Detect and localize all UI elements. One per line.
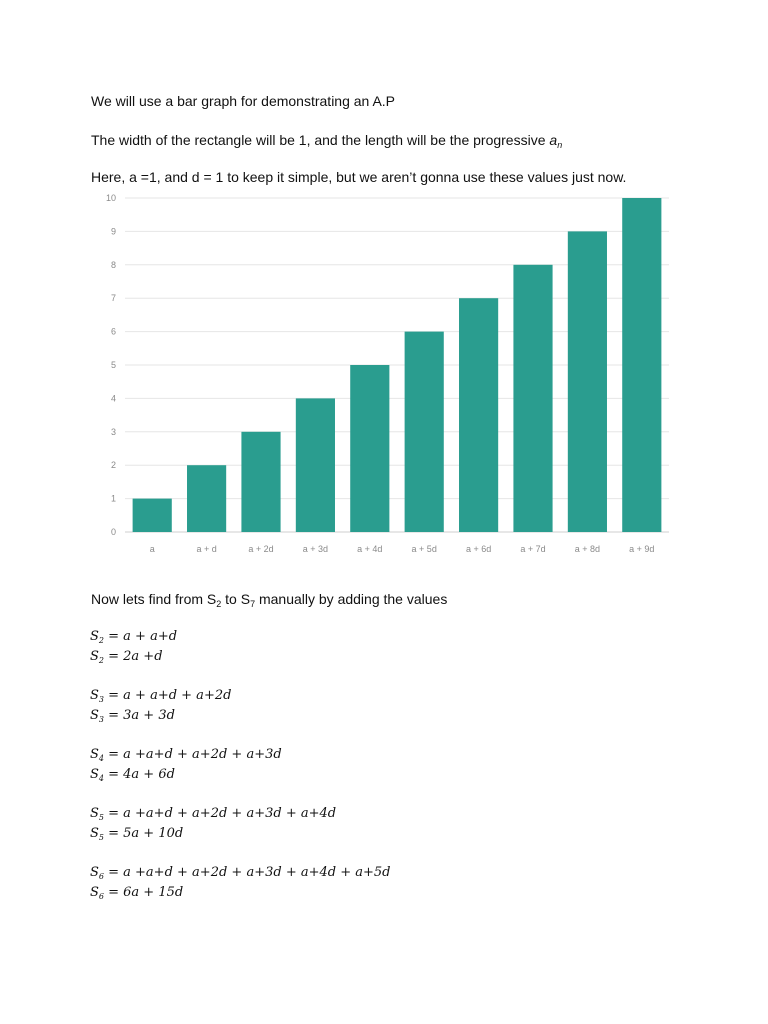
sum-subscript: 5: [98, 833, 104, 842]
equation-line: S3 = a + a+d + a+2d: [90, 686, 231, 710]
equation-line: S4 = 4a + 6d: [90, 765, 175, 789]
chart-y-axis: 0 1 2 3 4 5 6 7 8 9 10: [106, 193, 116, 537]
y-tick-label: 5: [111, 360, 116, 370]
intro-line-2: The width of the rectangle will be 1, an…: [91, 132, 562, 150]
sum-symbol: S: [90, 806, 99, 821]
chart-bars: [132, 198, 662, 532]
equation-line: S5 = a +a+d + a+2d + a+3d + a+4d: [90, 804, 336, 828]
bar-chart: 0 1 2 3 4 5 6 7 8 9 10 a a + d a + 2d a + 3d a + 4d a +…: [106, 193, 669, 554]
equation-rhs: = 5a + 10d: [104, 826, 184, 841]
sum-subscript: 4: [98, 774, 104, 783]
x-tick-label: a + d: [196, 544, 216, 554]
sum-subscript: 3: [98, 715, 104, 724]
equation-rhs: = a + a+d: [104, 629, 178, 644]
equation-rhs: = 2a +d: [104, 649, 163, 664]
sum-symbol: S: [90, 885, 99, 900]
x-tick-label: a + 3d: [303, 544, 328, 554]
section-heading: Now lets find from S2 to S7 manually by …: [91, 591, 447, 609]
y-tick-label: 2: [111, 460, 116, 470]
sum-subscript: 3: [98, 695, 104, 704]
sum-subscript: 2: [98, 656, 104, 665]
sum-subscript: 5: [98, 813, 104, 822]
bar: [241, 431, 281, 532]
a-n-base: a: [549, 132, 558, 148]
bar: [459, 298, 499, 532]
intro-line-2-text: The width of the rectangle will be 1, an…: [91, 132, 550, 148]
sum-symbol: S: [90, 649, 99, 664]
equation-rhs: = a +a+d + a+2d + a+3d: [104, 747, 282, 762]
equation-line: S2 = a + a+d: [90, 627, 177, 651]
bar: [187, 465, 227, 532]
sum-subscript: 4: [98, 754, 104, 763]
equation-rhs: = 3a + 3d: [104, 708, 175, 723]
x-tick-label: a + 4d: [357, 544, 382, 554]
a-n-variable: an: [549, 132, 563, 150]
bar: [622, 198, 662, 532]
a-n-subscript: n: [557, 140, 563, 150]
y-tick-label: 0: [111, 527, 116, 537]
equation-rhs: = a + a+d + a+2d: [104, 688, 232, 703]
equation-line: S3 = 3a + 3d: [90, 706, 175, 730]
y-tick-label: 4: [111, 393, 116, 403]
bar: [132, 498, 172, 532]
bar: [513, 264, 553, 532]
y-tick-label: 1: [111, 494, 116, 504]
y-tick-label: 6: [111, 327, 116, 337]
section-sub-from: 2: [216, 599, 222, 609]
x-tick-label: a + 7d: [520, 544, 545, 554]
sum-subscript: 6: [98, 892, 104, 901]
equation-line: S4 = a +a+d + a+2d + a+3d: [90, 745, 282, 769]
bar: [404, 331, 444, 532]
equation-rhs: = 4a + 6d: [104, 767, 175, 782]
sum-subscript: 6: [98, 872, 104, 881]
y-tick-label: 7: [111, 293, 116, 303]
sum-symbol: S: [90, 629, 99, 644]
bar: [350, 365, 390, 532]
sum-symbol: S: [90, 747, 99, 762]
intro-line-1: We will use a bar graph for demonstratin…: [91, 93, 396, 109]
section-heading-mid: to S: [221, 591, 251, 607]
chart-x-axis: a a + d a + 2d a + 3d a + 4d a + 5d a + 6d a + …: [150, 544, 655, 554]
section-heading-pre: Now lets find from S: [91, 591, 217, 607]
y-tick-label: 10: [106, 193, 116, 203]
sum-subscript: 2: [98, 636, 104, 645]
intro-line-3: Here, a =1, and d = 1 to keep it simple,…: [91, 169, 627, 185]
x-tick-label: a + 9d: [629, 544, 654, 554]
section-sub-to: 7: [250, 599, 256, 609]
sum-symbol: S: [90, 826, 99, 841]
equation-line: S2 = 2a +d: [90, 647, 163, 671]
equation-rhs: = a +a+d + a+2d + a+3d + a+4d: [104, 806, 337, 821]
x-tick-label: a + 6d: [466, 544, 491, 554]
x-tick-label: a + 2d: [248, 544, 273, 554]
equation-line: S5 = 5a + 10d: [90, 824, 183, 848]
equation-rhs: = a +a+d + a+2d + a+3d + a+4d + a+5d: [104, 865, 391, 880]
equation-rhs: = 6a + 15d: [104, 885, 184, 900]
section-heading-post: manually by adding the values: [255, 591, 448, 607]
y-tick-label: 3: [111, 427, 116, 437]
sum-symbol: S: [90, 688, 99, 703]
sum-symbol: S: [90, 865, 99, 880]
sum-symbol: S: [90, 767, 99, 782]
x-tick-label: a + 5d: [412, 544, 437, 554]
sum-symbol: S: [90, 708, 99, 723]
equation-line: S6 = 6a + 15d: [90, 883, 183, 907]
bar: [567, 231, 607, 532]
y-tick-label: 8: [111, 260, 116, 270]
x-tick-label: a + 8d: [575, 544, 600, 554]
bar: [295, 398, 335, 532]
x-tick-label: a: [150, 544, 155, 554]
y-tick-label: 9: [111, 226, 116, 236]
equation-line: S6 = a +a+d + a+2d + a+3d + a+4d + a+5d: [90, 863, 390, 887]
